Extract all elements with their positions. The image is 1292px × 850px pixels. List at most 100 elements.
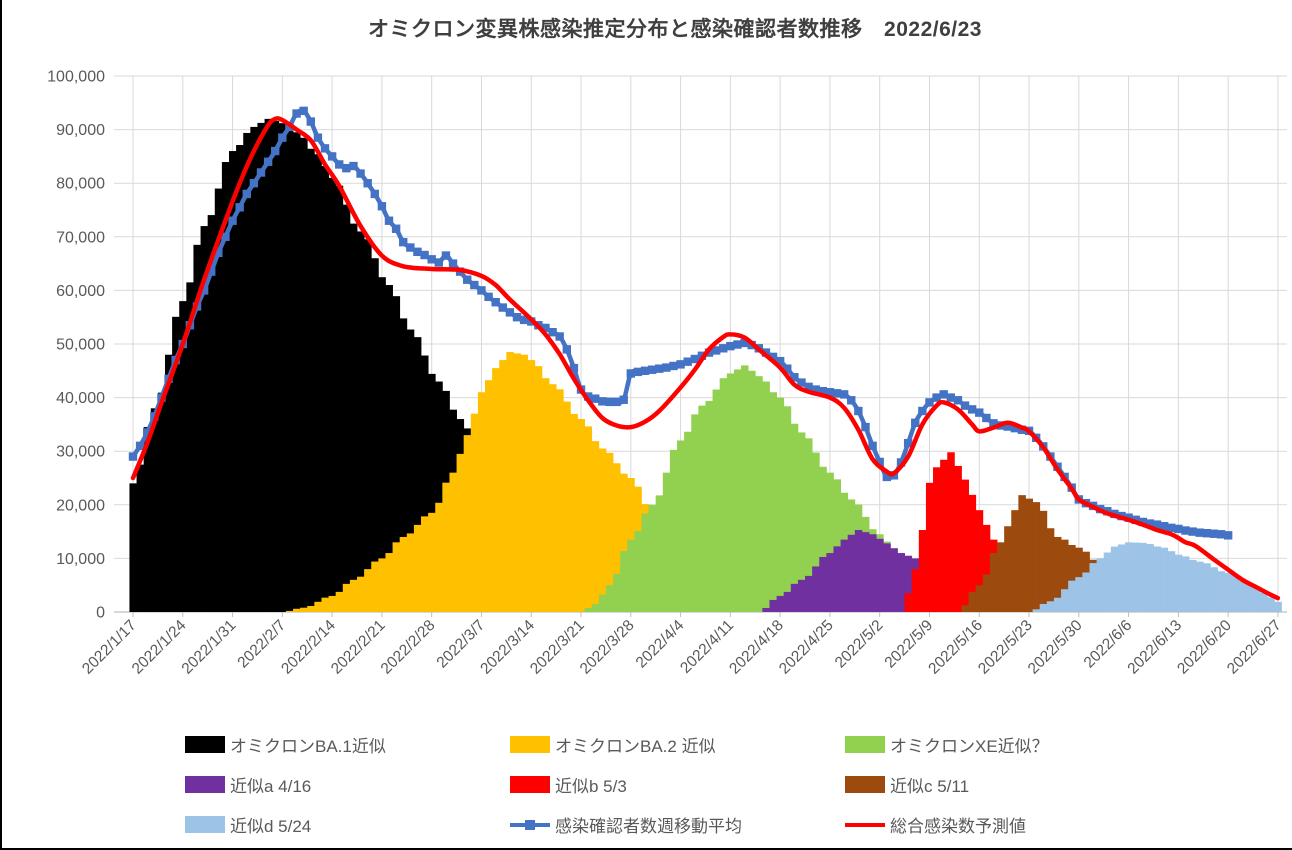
bar-c	[968, 591, 977, 612]
bar-ba1	[378, 277, 386, 612]
marker-confirmed	[448, 259, 458, 268]
bar-c	[1018, 495, 1026, 612]
bar-a	[797, 579, 806, 612]
bar-d	[1096, 558, 1105, 612]
legend-label: 感染確認者数週移動平均	[555, 816, 742, 836]
bar-xe	[698, 405, 706, 612]
bar-xe	[648, 504, 657, 612]
a-swatch-icon	[185, 775, 225, 793]
marker-confirmed	[470, 280, 479, 290]
bar-d	[1181, 556, 1190, 612]
bar-d	[1217, 571, 1226, 612]
marker-confirmed	[135, 441, 145, 451]
bar-ba1	[136, 464, 145, 612]
bar-xe	[719, 378, 728, 612]
bar-xe	[797, 432, 806, 612]
bar-xe	[662, 472, 671, 612]
x-axis-tick-label: 2022/5/2	[832, 617, 887, 672]
bar-xe	[812, 452, 820, 612]
forecast-line-swatch-icon	[845, 816, 885, 833]
legend-item-xe: オミクロンXE近似？	[845, 733, 1049, 756]
marker-confirmed	[939, 390, 948, 399]
x-axis-tick-label: 2022/3/28	[577, 617, 638, 678]
marker-confirmed	[690, 354, 700, 364]
bar-d	[1189, 559, 1197, 612]
marker-confirmed	[662, 363, 671, 372]
b-swatch-icon	[510, 775, 550, 793]
bar-b	[911, 569, 920, 612]
bar-xe	[591, 603, 600, 612]
bar-ba1	[229, 151, 237, 613]
bar-xe	[705, 400, 713, 612]
bar-d	[1253, 588, 1261, 612]
y-axis-tick-label: 0	[96, 605, 105, 622]
bar-ba1	[186, 282, 194, 612]
marker-confirmed	[932, 393, 941, 402]
confirmed-line-swatch-icon	[510, 816, 550, 833]
bar-ba2	[307, 605, 315, 612]
bar-xe	[627, 539, 635, 612]
bar-ba1	[399, 318, 408, 612]
marker-confirmed	[1152, 520, 1162, 529]
y-axis-tick-label: 60,000	[56, 283, 105, 300]
bar-ba1	[406, 329, 415, 612]
marker-confirmed	[598, 397, 607, 406]
marker-confirmed	[399, 237, 408, 247]
marker-confirmed	[854, 406, 863, 416]
y-axis-tick-label: 20,000	[56, 497, 105, 514]
marker-confirmed	[342, 163, 351, 173]
bar-ba1	[214, 188, 223, 612]
bar-xe	[833, 479, 841, 612]
ba1-swatch-icon	[185, 735, 225, 753]
bar-ba1	[385, 285, 393, 612]
marker-confirmed	[1188, 527, 1197, 536]
marker-confirmed	[847, 396, 856, 405]
bar-b	[933, 467, 941, 612]
marker-confirmed	[825, 388, 835, 397]
marker-confirmed	[676, 360, 685, 369]
bar-ba1	[357, 231, 365, 612]
bar-ba2	[392, 542, 401, 612]
x-axis-tick-label: 2022/5/30	[1025, 617, 1086, 678]
marker-confirmed	[775, 356, 785, 366]
marker-confirmed	[711, 346, 721, 355]
bar-ba1	[179, 301, 187, 612]
marker-confirmed	[313, 133, 323, 142]
legend-item-ba1: オミクロンBA.1近似	[185, 733, 386, 756]
marker-confirmed	[562, 345, 571, 354]
marker-confirmed	[143, 428, 152, 437]
bar-a	[819, 556, 827, 612]
marker-confirmed	[263, 157, 273, 166]
marker-confirmed	[150, 412, 159, 421]
bar-ba1	[264, 118, 273, 612]
bar-ba2	[293, 608, 301, 612]
bar-xe	[769, 392, 777, 612]
bar-ba2	[506, 352, 514, 612]
legend-label: オミクロンBA.1近似	[230, 736, 386, 756]
bar-ba1	[285, 127, 294, 612]
bar-b	[925, 482, 934, 612]
bar-a	[783, 591, 792, 612]
bar-b	[961, 479, 969, 612]
bar-ba1	[165, 354, 173, 612]
bar-ba2	[499, 360, 507, 612]
bar-ba2	[620, 473, 628, 612]
legend-label: 近似a 4/16	[230, 776, 312, 796]
bar-ba2	[442, 482, 450, 612]
bar-ba1	[129, 483, 137, 612]
bar-ba2	[613, 463, 621, 612]
legend-row: 近似d 5/24 感染確認者数週移動平均 総合感染数予測値	[2, 813, 1292, 837]
x-axis-tick-label: 2022/1/31	[179, 617, 240, 678]
bar-xe	[620, 551, 628, 612]
marker-confirmed	[292, 109, 301, 118]
marker-confirmed	[214, 248, 223, 258]
bar-d	[1167, 551, 1176, 612]
marker-confirmed	[925, 398, 934, 407]
bar-ba2	[485, 380, 493, 612]
bar-a	[776, 595, 785, 612]
marker-confirmed	[967, 405, 977, 414]
bar-d	[1039, 603, 1048, 612]
bar-xe	[655, 495, 664, 612]
bar-d	[1132, 542, 1140, 612]
marker-confirmed	[953, 396, 963, 405]
